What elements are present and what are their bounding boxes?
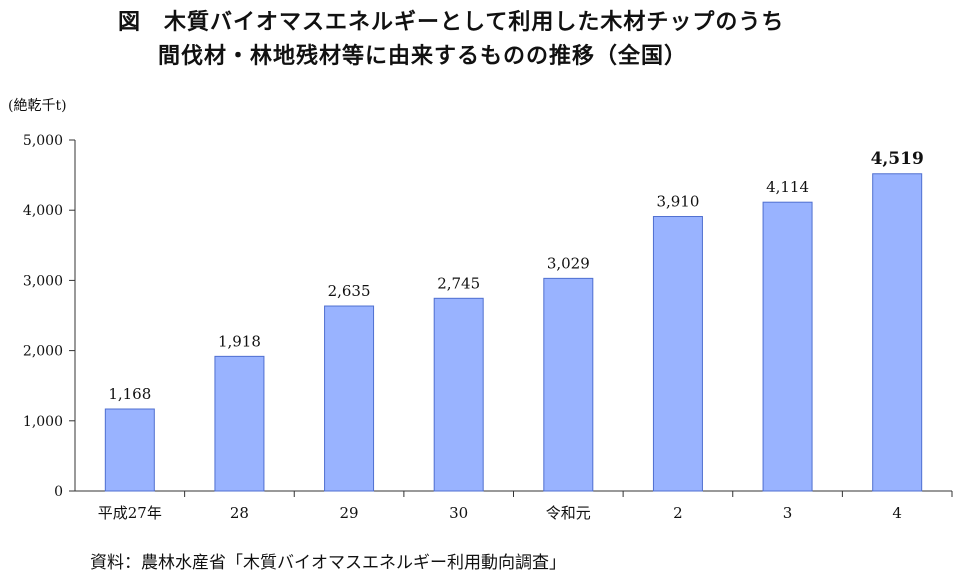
x-category-label: 2 <box>673 504 683 522</box>
x-category-label: 4 <box>892 504 902 522</box>
x-category-label: 29 <box>340 504 359 522</box>
bar-value-label: 3,910 <box>656 193 699 211</box>
bar <box>543 277 594 492</box>
y-tick-label: 5,000 <box>23 133 63 149</box>
chart-title-line-1: 図 木質バイオマスエネルギーとして利用した木材チップのうち <box>118 10 785 35</box>
y-tick-label: 0 <box>54 484 63 500</box>
y-tick-label: 3,000 <box>23 273 63 289</box>
bar-value-label: 3,029 <box>547 254 590 272</box>
bar <box>433 297 484 492</box>
bar-value-label: 4,519 <box>871 149 924 169</box>
chart-title-line-2: 間伐材・林地残材等に由来するものの推移（全国） <box>158 44 688 69</box>
y-axis-unit-label: (絶乾千t) <box>8 98 67 114</box>
x-category-label: 3 <box>783 504 793 522</box>
y-tick-label: 4,000 <box>23 203 63 219</box>
source-note: 資料：農林水産省「木質バイオマスエネルギー利用動向調査」 <box>90 553 566 573</box>
bar <box>214 355 265 492</box>
bar <box>762 201 813 492</box>
y-tick-label: 2,000 <box>23 344 63 360</box>
bar <box>652 216 703 492</box>
x-category-label: 令和元 <box>546 504 591 522</box>
bar <box>324 305 375 492</box>
bar-value-label: 1,168 <box>108 385 151 403</box>
x-category-label: 30 <box>449 504 468 522</box>
bar-value-label: 2,745 <box>437 274 480 292</box>
x-category-label: 平成27年 <box>98 504 162 522</box>
bar <box>104 408 155 492</box>
x-category-label: 28 <box>230 504 249 522</box>
bar <box>872 173 923 492</box>
bar-value-label: 1,918 <box>218 332 261 350</box>
y-tick-label: 1,000 <box>23 414 63 430</box>
bar-value-label: 4,114 <box>766 178 809 196</box>
bar-value-label: 2,635 <box>328 282 371 300</box>
